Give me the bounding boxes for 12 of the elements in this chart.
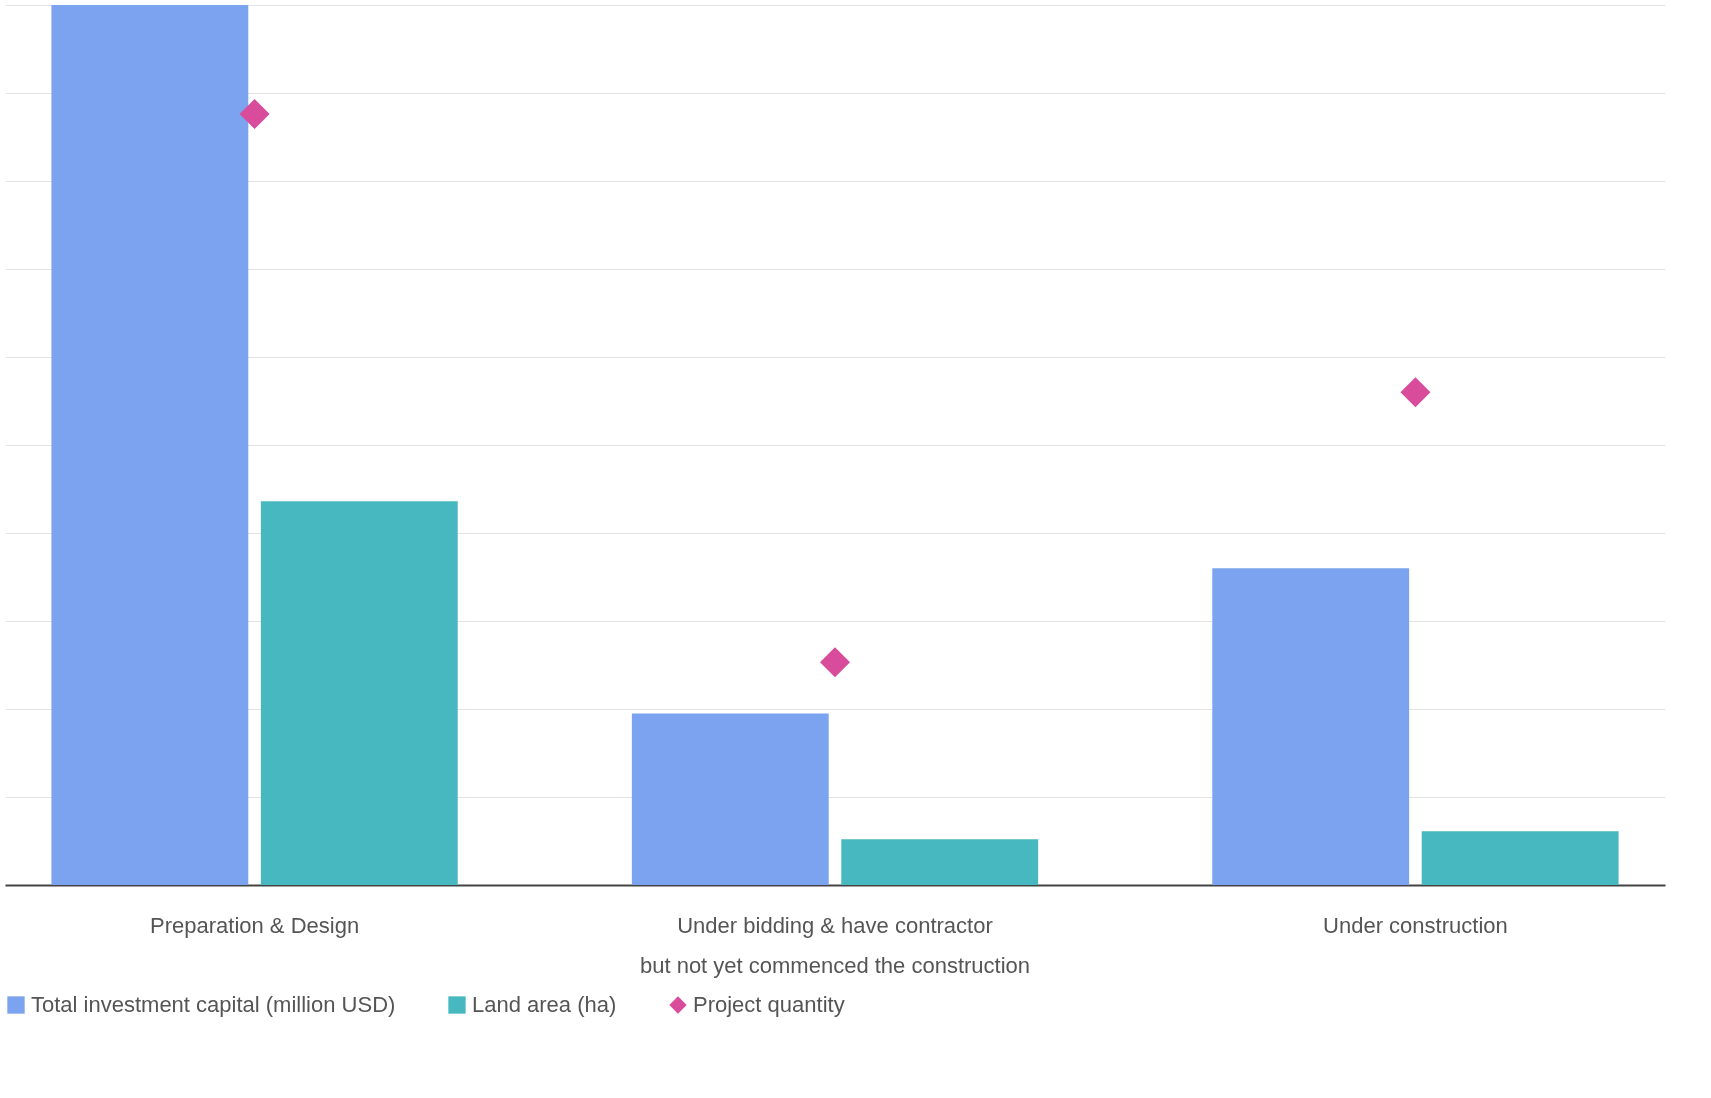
bar — [260, 501, 458, 885]
x-tick-label: Under bidding & have contractor but not yet commenced the construction — [639, 912, 1031, 978]
legend-label: Land area (ha) — [472, 992, 617, 1017]
legend-label: Project quantity — [693, 992, 845, 1017]
legend-label: Total investment capital (million USD) — [31, 992, 396, 1017]
bar — [841, 839, 1039, 885]
x-tick-label: Under construction — [1323, 912, 1508, 938]
bar — [1421, 831, 1619, 885]
bar — [631, 713, 829, 885]
x-tick-label: Preparation & Design — [150, 912, 360, 938]
bar — [51, 5, 249, 885]
bar — [1212, 568, 1410, 885]
